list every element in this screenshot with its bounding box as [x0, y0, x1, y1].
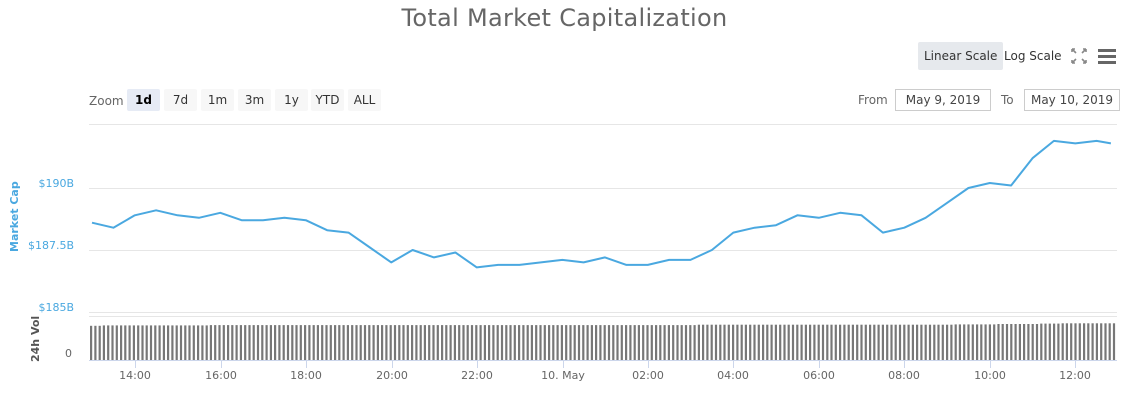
- linear-scale-button[interactable]: Linear Scale: [918, 42, 1004, 70]
- x-tick-14-00: 14:00: [119, 369, 151, 382]
- x-tick-06-00: 06:00: [803, 369, 835, 382]
- menu-icon[interactable]: [1097, 47, 1117, 65]
- zoom-all-button[interactable]: ALL: [348, 89, 381, 111]
- x-tick-02-00: 02:00: [632, 369, 664, 382]
- zoom-1m-button[interactable]: 1m: [201, 89, 234, 111]
- to-date-input[interactable]: May 10, 2019: [1024, 89, 1120, 111]
- x-tick-10-may: 10. May: [541, 369, 585, 382]
- x-tick-marks: [135, 360, 1076, 368]
- y-tick-187-5b: $187.5B: [27, 239, 74, 252]
- gridlines: [89, 124, 1117, 313]
- x-tick-04-00: 04:00: [717, 369, 749, 382]
- chart-title: Total Market Capitalization: [401, 4, 728, 32]
- log-scale-button[interactable]: Log Scale: [1004, 49, 1062, 63]
- volume-tick-0: 0: [65, 347, 72, 360]
- x-tick-08-00: 08:00: [888, 369, 920, 382]
- zoom-ytd-button[interactable]: YTD: [311, 89, 344, 111]
- volume-bars: [90, 323, 1116, 360]
- y-tick-185b: $185B: [38, 301, 74, 314]
- x-tick-16-00: 16:00: [205, 369, 237, 382]
- to-label: To: [1001, 93, 1014, 107]
- y-tick-190b: $190B: [38, 177, 74, 190]
- from-date-input[interactable]: May 9, 2019: [895, 89, 991, 111]
- zoom-1d-button[interactable]: 1d: [127, 89, 160, 111]
- zoom-1y-button[interactable]: 1y: [275, 89, 308, 111]
- market-cap-line[interactable]: [91, 139, 1112, 269]
- x-tick-12-00: 12:00: [1059, 369, 1091, 382]
- x-tick-10-00: 10:00: [974, 369, 1006, 382]
- x-tick-18-00: 18:00: [290, 369, 322, 382]
- zoom-3m-button[interactable]: 3m: [238, 89, 271, 111]
- zoom-7d-button[interactable]: 7d: [164, 89, 197, 111]
- x-tick-22-00: 22:00: [461, 369, 493, 382]
- from-label: From: [858, 93, 888, 107]
- fullscreen-icon[interactable]: [1070, 47, 1088, 65]
- zoom-label: Zoom: [89, 94, 124, 108]
- x-tick-20-00: 20:00: [376, 369, 408, 382]
